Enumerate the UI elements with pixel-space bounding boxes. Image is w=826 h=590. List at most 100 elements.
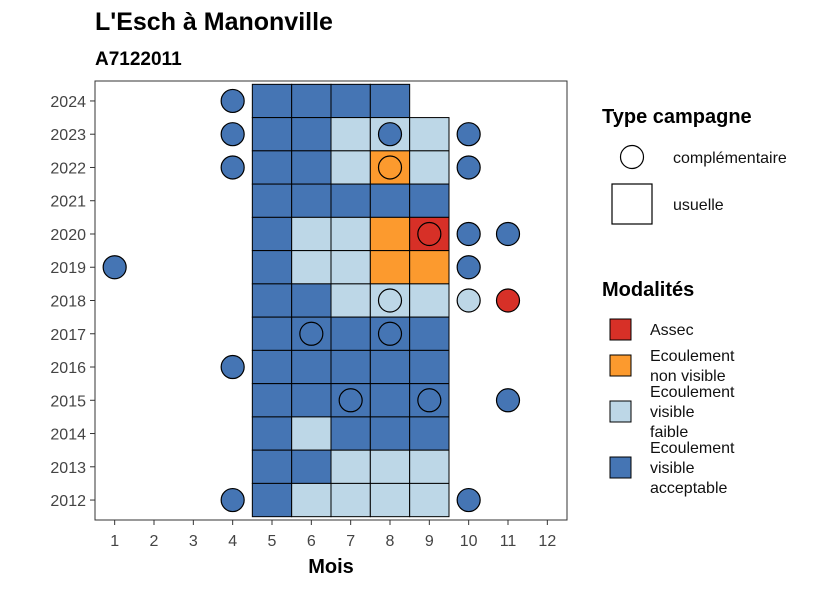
tile-2012-9 bbox=[409, 482, 450, 518]
tile-2012-5 bbox=[251, 482, 293, 518]
y-tick-label: 2021 bbox=[50, 194, 86, 211]
point-2018-11 bbox=[495, 288, 521, 313]
y-tick-label: 2017 bbox=[50, 327, 86, 344]
tile-2018-7 bbox=[330, 283, 371, 318]
tile-2015-6 bbox=[291, 383, 332, 418]
tile-2022-7 bbox=[330, 150, 371, 185]
point-2015-9 bbox=[417, 388, 442, 413]
tile-2018-6 bbox=[291, 283, 332, 318]
x-tick-label: 2 bbox=[150, 533, 159, 550]
tile-2015-8 bbox=[369, 383, 411, 418]
tile-2016-6 bbox=[291, 349, 332, 385]
tile-2014-5 bbox=[251, 416, 293, 451]
x-tick-label: 6 bbox=[307, 533, 316, 550]
point-2020-9 bbox=[417, 221, 442, 247]
tile-2021-7 bbox=[330, 183, 371, 218]
x-tick-label: 4 bbox=[228, 533, 237, 550]
y-tick-label: 2015 bbox=[50, 393, 86, 410]
tile-2021-5 bbox=[251, 183, 293, 218]
tile-2024-6 bbox=[291, 83, 332, 119]
point-2015-7 bbox=[338, 388, 363, 413]
tile-2017-9 bbox=[409, 316, 450, 351]
tile-2018-5 bbox=[251, 283, 293, 318]
tile-2014-8 bbox=[369, 416, 411, 451]
legend-modalite-label-ecoulement_visible_acceptable: Ecoulement visible acceptable bbox=[650, 440, 735, 497]
point-2018-8 bbox=[377, 288, 403, 313]
legend-circle-key bbox=[619, 144, 645, 170]
tile-2020-7 bbox=[330, 216, 371, 252]
point-2020-10 bbox=[456, 221, 481, 247]
legend-modalite-label-ecoulement_non_visible: Ecoulement non visible bbox=[650, 348, 735, 385]
tile-2013-9 bbox=[409, 449, 450, 484]
point-2019-10 bbox=[456, 255, 481, 280]
tile-2019-9 bbox=[409, 250, 450, 285]
tile-2020-5 bbox=[251, 216, 293, 252]
x-tick-label: 10 bbox=[460, 533, 478, 550]
tile-2013-5 bbox=[251, 449, 293, 484]
tile-2020-6 bbox=[291, 216, 332, 252]
legend-modalite-label-ecoulement_visible_faible: Ecoulement visible faible bbox=[650, 384, 735, 441]
x-tick-label: 9 bbox=[425, 533, 434, 550]
x-tick-label: 5 bbox=[268, 533, 277, 550]
tile-2019-5 bbox=[251, 250, 293, 285]
point-2012-10 bbox=[456, 487, 481, 513]
tile-2024-7 bbox=[330, 83, 371, 119]
point-2020-11 bbox=[495, 221, 521, 247]
y-axis: 2012 2013 2014 2015 2016 2017 2018 2019 2020 2021… bbox=[50, 94, 95, 510]
tile-2013-7 bbox=[330, 449, 371, 484]
point-2018-10 bbox=[456, 288, 481, 313]
point-2015-11 bbox=[495, 388, 521, 413]
y-tick-label: 2014 bbox=[50, 427, 86, 444]
point-2022-10 bbox=[456, 155, 481, 180]
usuelle-tiles bbox=[251, 83, 450, 518]
chart-subtitle: A7122011 bbox=[95, 49, 182, 70]
point-2012-4 bbox=[220, 487, 245, 513]
tile-2015-5 bbox=[251, 383, 293, 418]
chart-title: L'Esch à Manonville bbox=[95, 8, 333, 36]
tile-2021-9 bbox=[409, 183, 450, 218]
point-2024-4 bbox=[220, 88, 245, 114]
tile-2021-8 bbox=[369, 183, 411, 218]
legend-type-campagne: Type campagne complémentaire usuelle bbox=[602, 106, 787, 225]
y-tick-label: 2023 bbox=[50, 127, 86, 144]
y-tick-label: 2020 bbox=[50, 227, 86, 244]
legend-type-label-usuelle: usuelle bbox=[673, 197, 724, 214]
tile-2013-8 bbox=[369, 449, 411, 484]
x-tick-label: 11 bbox=[500, 533, 517, 550]
point-2017-6 bbox=[299, 321, 324, 346]
point-2017-8 bbox=[377, 321, 403, 346]
tile-2023-7 bbox=[330, 117, 371, 152]
x-axis-title: Mois bbox=[308, 556, 354, 578]
y-tick-label: 2022 bbox=[50, 160, 86, 177]
legend-key-ecoulement_non_visible bbox=[609, 354, 632, 377]
y-tick-label: 2012 bbox=[50, 493, 86, 510]
tile-2019-6 bbox=[291, 250, 332, 285]
tile-2023-5 bbox=[251, 117, 293, 152]
tile-2014-7 bbox=[330, 416, 371, 451]
tile-2016-7 bbox=[330, 349, 371, 385]
tile-2013-6 bbox=[291, 449, 332, 484]
y-tick-label: 2024 bbox=[50, 94, 86, 111]
point-2023-4 bbox=[220, 122, 245, 147]
tile-2022-5 bbox=[251, 150, 293, 185]
legend-modalites-title: Modalités bbox=[602, 279, 694, 301]
tile-2020-8 bbox=[369, 216, 411, 252]
point-2022-4 bbox=[220, 155, 245, 180]
point-2019-1 bbox=[102, 255, 127, 280]
tile-2017-7 bbox=[330, 316, 371, 351]
tile-2018-9 bbox=[409, 283, 450, 318]
tile-2023-6 bbox=[291, 117, 332, 152]
legend-square-key bbox=[611, 183, 653, 225]
tile-2012-7 bbox=[330, 482, 371, 518]
legend-type-label-complementaire: complémentaire bbox=[673, 150, 787, 167]
point-2022-8 bbox=[377, 155, 403, 180]
y-tick-label: 2018 bbox=[50, 294, 86, 311]
tile-2019-8 bbox=[369, 250, 411, 285]
legend-key-ecoulement_visible_faible bbox=[609, 400, 632, 423]
tile-2024-5 bbox=[251, 83, 293, 119]
tile-2024-8 bbox=[369, 83, 411, 119]
y-tick-label: 2016 bbox=[50, 360, 86, 377]
x-tick-label: 7 bbox=[346, 533, 355, 550]
tile-2014-9 bbox=[409, 416, 450, 451]
